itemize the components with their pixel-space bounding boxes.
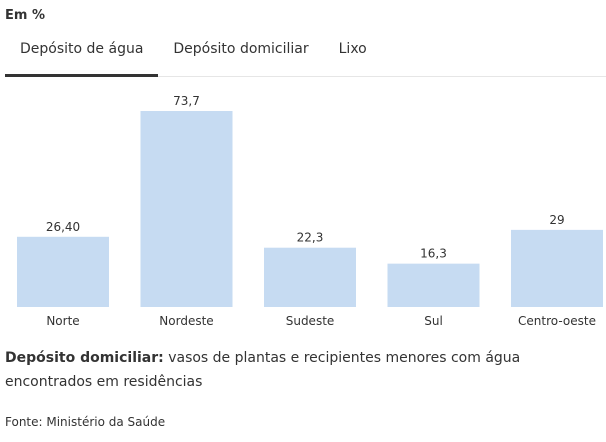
bar-sul	[387, 263, 480, 307]
value-label-nordeste: 73,7	[173, 94, 200, 108]
value-label-norte: 26,40	[46, 220, 80, 234]
category-label-norte: Norte	[46, 314, 79, 328]
tab-lixo[interactable]: Lixo	[338, 41, 367, 57]
source-credit: Fonte: Ministério da Saúde	[5, 415, 166, 429]
bar-sudeste	[264, 247, 356, 307]
value-label-sul: 16,3	[420, 247, 447, 261]
definition-note: Depósito domiciliar: vasos de plantas e …	[5, 346, 595, 394]
value-label-sudeste: 22,3	[297, 231, 324, 245]
tab-bar: Depósito de água Depósito domiciliar Lix…	[5, 38, 606, 77]
note-text: vasos de plantas e recipientes menores c…	[5, 350, 521, 390]
value-label-centro-oeste: 29	[549, 213, 564, 227]
note-term: Depósito domiciliar:	[5, 350, 164, 366]
tab-deposito-domiciliar[interactable]: Depósito domiciliar	[173, 41, 309, 57]
tab-deposito-de-agua[interactable]: Depósito de água	[5, 38, 159, 77]
category-label-nordeste: Nordeste	[159, 314, 213, 328]
bar-nordeste	[140, 111, 233, 307]
bar-norte	[17, 236, 109, 307]
category-label-sudeste: Sudeste	[286, 314, 335, 328]
bar-chart: 26,40 Norte 73,7 Nordeste 22,3 Sudeste 16,3 Sul…	[17, 94, 603, 328]
category-label-centro-oeste: Centro-oeste	[518, 314, 596, 328]
category-label-sul: Sul	[424, 314, 443, 328]
bar-centro-oeste	[511, 229, 603, 307]
unit-label: Em %	[5, 8, 45, 23]
